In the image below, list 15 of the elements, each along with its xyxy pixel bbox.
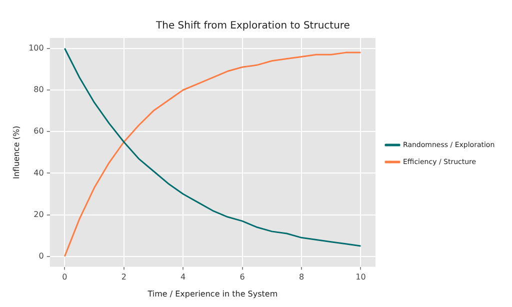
y-tick-label: 80 — [34, 85, 44, 94]
x-tick-label: 6 — [240, 272, 245, 282]
x-axis-title: Time / Experience in the System — [146, 289, 278, 298]
x-tick-label: 10 — [356, 272, 366, 282]
y-tick-label: 20 — [34, 210, 44, 219]
chart-title: The Shift from Exploration to Structure — [155, 20, 350, 32]
x-tick-label: 8 — [298, 272, 304, 282]
x-tick-label: 2 — [121, 272, 126, 282]
y-axis-title: Influence (%) — [12, 126, 21, 180]
y-tick-label: 60 — [34, 126, 44, 136]
y-tick-label: 100 — [28, 43, 44, 52]
y-tick-label: 0 — [38, 251, 44, 260]
x-tick-label: 0 — [62, 272, 68, 282]
y-tick-label: 40 — [34, 168, 44, 178]
x-tick-label: 4 — [180, 272, 186, 282]
